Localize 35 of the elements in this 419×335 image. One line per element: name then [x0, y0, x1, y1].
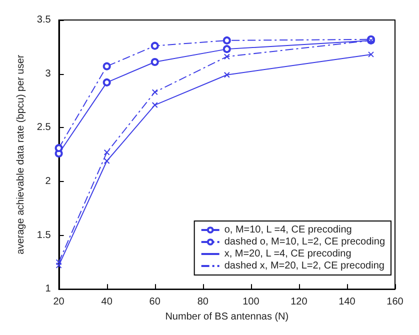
- point: [152, 89, 158, 96]
- point: [104, 158, 110, 164]
- x-tick-label: 160: [386, 296, 404, 308]
- point: [104, 149, 110, 156]
- y-tick-label: 1: [45, 284, 52, 295]
- legend-label: x, M=20, L =4, CE precoding: [224, 248, 352, 260]
- x-tick-label: 120: [290, 296, 308, 308]
- x-tick-label: 60: [149, 296, 161, 308]
- x-tick-label: 20: [53, 296, 65, 308]
- x-tick-label: 40: [101, 296, 113, 308]
- legend-label: o, M=10, L =4, CE precoding: [224, 224, 352, 236]
- point: [222, 36, 231, 44]
- y-tick-label: 3: [45, 68, 52, 80]
- point: [56, 262, 62, 268]
- point: [54, 144, 63, 152]
- point: [368, 51, 374, 58]
- point: [150, 42, 159, 50]
- point: [150, 58, 159, 66]
- legend-label: dashed x, M=20, L=2, CE precoding: [224, 260, 384, 272]
- point: [224, 54, 230, 60]
- legend-label: dashed o, M=10, L=2, CE precoding: [224, 236, 386, 248]
- y-tick-label: 2: [45, 176, 52, 187]
- point: [224, 72, 230, 78]
- x-tick-label: 80: [197, 296, 209, 308]
- x-axis-title: Number of BS antennas (N): [165, 312, 289, 322]
- y-axis-title: average achievable data rate (bpcu) per user: [16, 54, 26, 254]
- point: [102, 62, 111, 70]
- point: [222, 45, 231, 54]
- y-tick-label: 3.5: [36, 14, 52, 26]
- point: [102, 78, 111, 86]
- x-tick-label: 100: [242, 296, 260, 308]
- y-tick-label: 2.5: [36, 122, 52, 134]
- x-tick-label: 140: [338, 296, 356, 308]
- point: [152, 102, 158, 108]
- y-tick-label: 1.5: [36, 230, 52, 241]
